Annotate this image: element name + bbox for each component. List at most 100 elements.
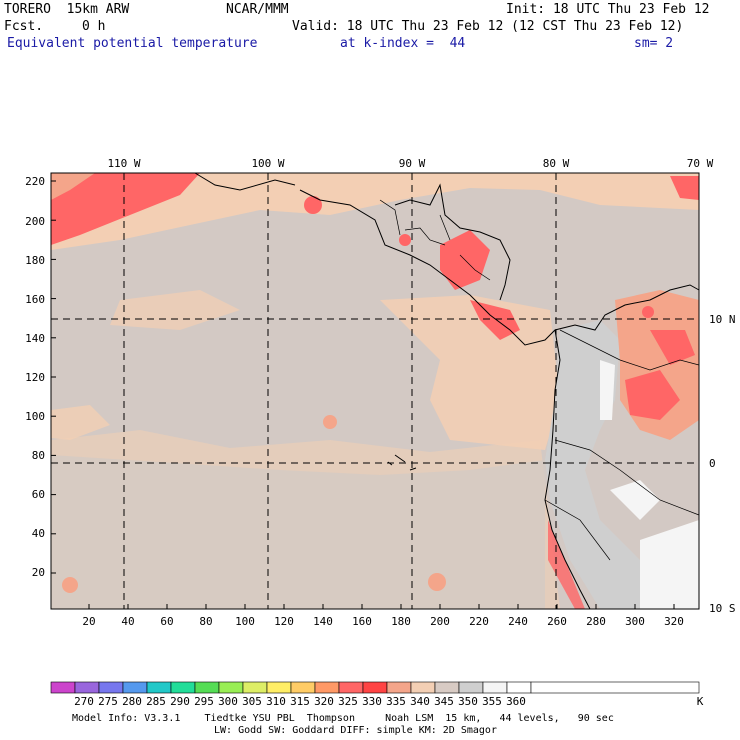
colorbar-swatch — [482, 681, 508, 694]
x-tick-label: 180 — [391, 615, 411, 628]
colorbar-label: 360 — [506, 695, 526, 708]
colorbar-swatch — [170, 681, 196, 694]
colorbar-label: 305 — [242, 695, 262, 708]
x-tick-label: 20 — [82, 615, 95, 628]
field-hot-spot-6 — [642, 306, 654, 318]
lat-label: 10 N — [709, 313, 736, 326]
colorbar-label: 350 — [458, 695, 478, 708]
colorbar-label: 320 — [314, 695, 334, 708]
colorbar-swatch — [362, 681, 388, 694]
y-tick-label: 60 — [32, 488, 45, 501]
field-warm-ca-2 — [470, 300, 520, 340]
colorbar-label: 355 — [482, 695, 502, 708]
field-andes-white-3 — [640, 520, 699, 609]
model-title: TORERO 15km ARW — [4, 2, 130, 17]
colorbar-swatch — [386, 681, 412, 694]
field-band-east — [380, 295, 560, 450]
field-hot-colombia-2 — [650, 330, 695, 365]
init-time: Init: 18 UTC Thu 23 Feb 12 — [506, 2, 710, 17]
colorbar-swatch — [98, 681, 124, 694]
country-borders — [404, 227, 700, 561]
x-tick-label: 260 — [547, 615, 567, 628]
x-tick-label: 120 — [274, 615, 294, 628]
x-tick-label: 280 — [586, 615, 606, 628]
field-warm-spot-5 — [323, 415, 337, 429]
y-tick-label: 100 — [25, 410, 45, 423]
colorbar-swatch — [74, 681, 100, 694]
field-name: Equivalent potential temperature — [7, 36, 258, 51]
x-tick-label: 140 — [313, 615, 333, 628]
colorbar-swatch — [410, 681, 436, 694]
valid-time: Valid: 18 UTC Thu 23 Feb 12 (12 CST Thu … — [292, 19, 684, 34]
model-info: Model Info: V3.3.1 Tiedtke YSU PBL Thomp… — [72, 713, 614, 724]
field-warm-spot-1 — [304, 196, 322, 214]
forecast-label: Fcst. — [4, 19, 44, 34]
coastlines — [194, 172, 700, 610]
lat-label: 0 — [709, 457, 716, 470]
colorbar-label: 280 — [122, 695, 142, 708]
lon-label: 70 W — [687, 157, 714, 170]
lon-label: 100 W — [251, 157, 284, 170]
colorbar-label: 285 — [146, 695, 166, 708]
x-tick-label: 160 — [352, 615, 372, 628]
colorbar-label: 295 — [194, 695, 214, 708]
field-patch-1 — [110, 290, 240, 330]
y-tick-label: 140 — [25, 332, 45, 345]
x-tick-label: 200 — [430, 615, 450, 628]
borders — [379, 199, 700, 561]
lon-label: 110 W — [107, 157, 140, 170]
colorbar-label: 340 — [410, 695, 430, 708]
y-tick-label: 40 — [32, 527, 45, 540]
y-tick-label: 180 — [25, 254, 45, 267]
field-shading — [51, 173, 699, 609]
x-tick-label: 220 — [469, 615, 489, 628]
colorbar-label: 275 — [98, 695, 118, 708]
smoothing-info: sm= 2 — [634, 36, 674, 51]
lon-label: 90 W — [399, 157, 426, 170]
x-tick-label: 320 — [664, 615, 684, 628]
lon-label: 80 W — [543, 157, 570, 170]
colorbar-label: 325 — [338, 695, 358, 708]
org-label: NCAR/MMM — [226, 2, 289, 17]
colorbar-label: 315 — [290, 695, 310, 708]
coast-mexico — [194, 172, 296, 191]
colorbar-tail — [530, 681, 700, 694]
colorbar-unit: K — [697, 695, 704, 708]
field-andes-white-1 — [600, 360, 615, 420]
coast-pacific — [299, 189, 700, 346]
field-warm-spot-4 — [428, 573, 446, 591]
colorbar-label: 310 — [266, 695, 286, 708]
colorbar-label: 300 — [218, 695, 238, 708]
colorbar-label: 345 — [434, 695, 454, 708]
colorbar-label: 290 — [170, 695, 190, 708]
field-band-north — [51, 173, 699, 250]
axis-labels: 110 W 100 W 90 W 80 W 70 W 10 N 0 10 S 2… — [25, 157, 735, 628]
field-warm-nw-edge — [51, 173, 95, 200]
colorbar-swatch — [122, 681, 148, 694]
colorbar-swatch — [338, 681, 364, 694]
colorbar-swatch — [314, 681, 340, 694]
colorbar-swatch — [50, 681, 76, 694]
y-tick-label: 20 — [32, 566, 45, 579]
colorbar-swatch — [218, 681, 244, 694]
x-tick-label: 60 — [160, 615, 173, 628]
field-warm-spot-3 — [62, 577, 78, 593]
map-frame — [50, 172, 700, 610]
field-andes-white-2 — [610, 480, 660, 520]
field-band-south-grey — [51, 455, 545, 609]
y-tick-label: 80 — [32, 449, 45, 462]
x-tick-label: 80 — [199, 615, 212, 628]
x-tick-label: 40 — [121, 615, 134, 628]
colorbar-swatch — [458, 681, 484, 694]
colorbar-swatch — [266, 681, 292, 694]
level-info: at k-index = 44 — [340, 36, 466, 51]
field-hot-colombia-1 — [625, 370, 680, 420]
coast-south-america — [544, 329, 591, 610]
colorbar-labels: 270 275 280 285 290 295 300 305 310 315 … — [74, 695, 704, 708]
x-tick-label: 300 — [625, 615, 645, 628]
field-patch-2 — [51, 405, 110, 440]
y-tick-label: 220 — [25, 175, 45, 188]
colorbar-swatch — [434, 681, 460, 694]
y-tick-label: 120 — [25, 371, 45, 384]
